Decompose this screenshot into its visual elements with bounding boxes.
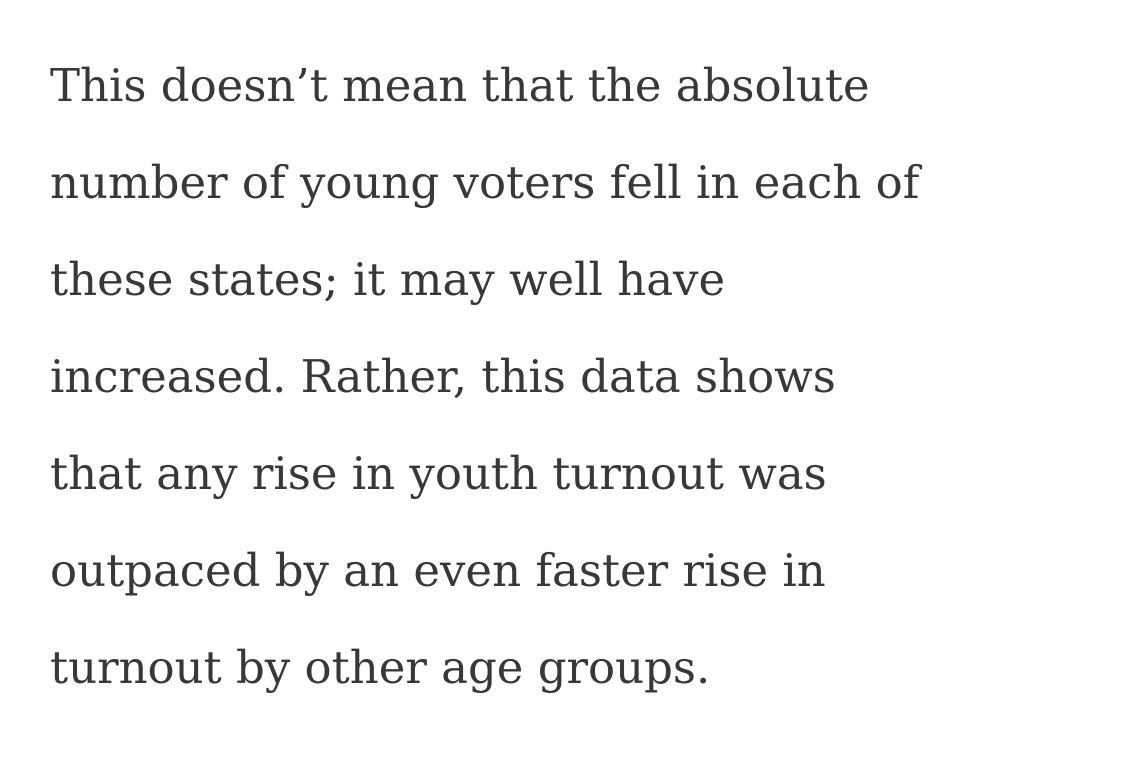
- text-line: that any rise in youth turnout was: [50, 447, 827, 500]
- text-line: turnout by other age groups.: [50, 641, 711, 694]
- text-line: outpaced by an even faster rise in: [50, 544, 826, 597]
- paragraph: This doesn’t mean that the absolute numbe…: [50, 37, 1110, 716]
- text-line: This doesn’t mean that the absolute: [50, 59, 870, 112]
- text-line: number of young voters fell in each of: [50, 156, 920, 209]
- text-line: increased. Rather, this data shows: [50, 350, 836, 403]
- text-line: these states; it may well have: [50, 253, 726, 306]
